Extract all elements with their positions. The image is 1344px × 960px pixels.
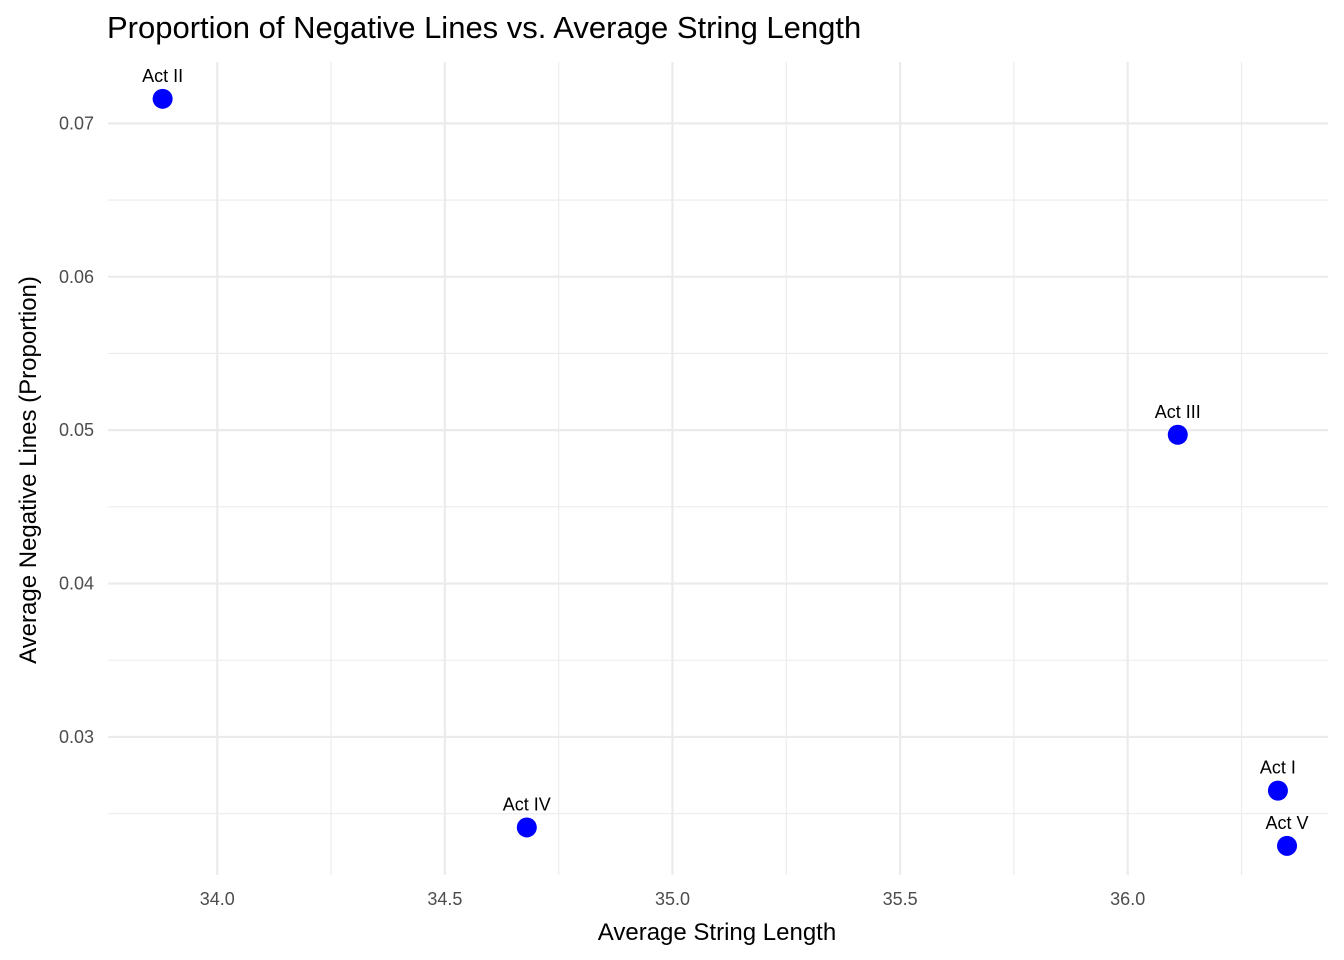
data-point-label: Act III	[1155, 402, 1201, 422]
y-axis-title: Average Negative Lines (Proportion)	[15, 276, 42, 664]
y-tick-label: 0.06	[59, 267, 94, 287]
data-points	[152, 88, 1298, 856]
y-tick-label: 0.03	[59, 727, 94, 747]
data-point-label: Act II	[142, 66, 183, 86]
x-tick-label: 36.0	[1110, 889, 1145, 909]
x-axis-title: Average String Length	[598, 919, 836, 946]
x-tick-label: 34.5	[427, 889, 462, 909]
data-point-label: Act V	[1266, 813, 1309, 833]
data-point-label: Act IV	[503, 794, 551, 814]
data-labels: Act I Act II Act III Act IV Act V	[142, 66, 1308, 833]
minor-grid	[108, 62, 1328, 875]
data-point-label: Act I	[1260, 758, 1296, 778]
chart-title: Proportion of Negative Lines vs. Average…	[107, 10, 861, 45]
y-tick-label: 0.05	[59, 420, 94, 440]
y-tick-label: 0.07	[59, 113, 94, 133]
data-point	[1277, 835, 1298, 856]
y-axis-ticks: 0.03 0.04 0.05 0.06 0.07	[59, 113, 94, 747]
data-point	[1167, 424, 1188, 445]
data-point	[1267, 780, 1288, 801]
x-tick-label: 35.5	[883, 889, 918, 909]
data-point	[152, 88, 173, 109]
y-tick-label: 0.04	[59, 574, 94, 594]
data-point	[516, 817, 537, 838]
major-grid	[108, 62, 1328, 875]
x-tick-label: 34.0	[200, 889, 235, 909]
x-tick-label: 35.0	[655, 889, 690, 909]
x-axis-ticks: 34.0 34.5 35.0 35.5 36.0	[200, 889, 1145, 909]
